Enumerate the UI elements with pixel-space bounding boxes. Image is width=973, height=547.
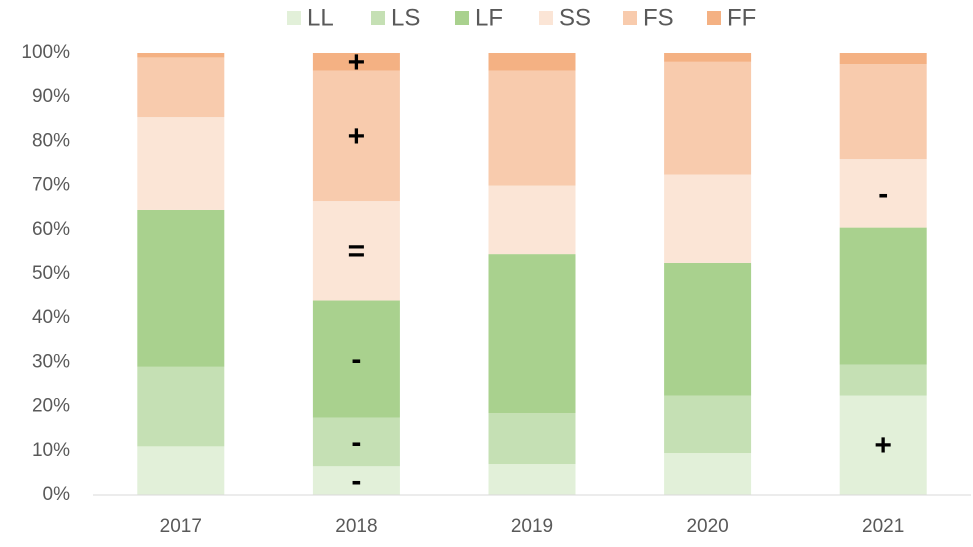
y-tick-label: 40%: [32, 307, 70, 328]
bar-segment: [664, 61, 752, 175]
bar-segment: [488, 413, 576, 465]
bar-segment: [312, 300, 400, 418]
bar-segment: [839, 159, 927, 228]
legend-swatch: [623, 11, 637, 25]
annotation: +: [348, 46, 366, 79]
legend-swatch: [287, 11, 301, 25]
x-tick-label: 2020: [686, 516, 728, 537]
bar-segment: [839, 227, 927, 365]
bar-segment: [488, 185, 576, 255]
bar-segment: [839, 364, 927, 396]
annotation: =: [348, 235, 366, 268]
x-tick-label: 2019: [511, 516, 553, 537]
bar-segment: [488, 53, 576, 71]
x-tick-label: 2021: [862, 516, 904, 537]
bar-segment: [488, 464, 576, 495]
legend-label: LS: [391, 4, 420, 31]
legend-label: LF: [475, 4, 503, 31]
legend-label: LL: [307, 4, 334, 31]
bar-segment: [137, 117, 225, 210]
x-tick-label: 2017: [160, 516, 202, 537]
annotation: -: [878, 177, 888, 210]
legend-label: FF: [727, 4, 756, 31]
y-tick-label: 60%: [32, 219, 70, 240]
bar-segment: [312, 417, 400, 467]
legend-swatch: [707, 11, 721, 25]
bar-segment: [137, 446, 225, 495]
annotation: +: [874, 429, 892, 462]
bar-segment: [312, 201, 400, 301]
x-tick-label: 2018: [335, 516, 377, 537]
legend-label: FS: [643, 4, 674, 31]
legend-swatch: [539, 11, 553, 25]
y-tick-label: 0%: [43, 484, 71, 505]
bar-segment: [312, 466, 400, 495]
bar-segment: [488, 70, 576, 186]
annotation: -: [351, 465, 361, 498]
bar-segment: [664, 453, 752, 495]
bar-segment: [312, 53, 400, 71]
legend-swatch: [455, 11, 469, 25]
bar-segment: [137, 53, 225, 58]
bar-segment: [839, 395, 927, 495]
legend-label: SS: [559, 4, 591, 31]
y-tick-label: 80%: [32, 130, 70, 151]
y-tick-label: 30%: [32, 351, 70, 372]
y-tick-label: 100%: [21, 42, 70, 63]
bar-segment: [664, 395, 752, 454]
annotation: -: [351, 343, 361, 376]
bar-segment: [839, 53, 927, 65]
y-tick-label: 70%: [32, 175, 70, 196]
bar-segment: [664, 53, 752, 62]
bar-segment: [664, 174, 752, 263]
bar-segment: [137, 57, 225, 118]
bar-segment: [312, 70, 400, 202]
legend-swatch: [371, 11, 385, 25]
annotation: -: [351, 426, 361, 459]
y-tick-label: 10%: [32, 440, 70, 461]
bar-segment: [664, 262, 752, 396]
y-tick-label: 90%: [32, 86, 70, 107]
bar-segment: [839, 64, 927, 160]
y-tick-label: 20%: [32, 396, 70, 417]
bar-segment: [137, 209, 225, 367]
y-tick-label: 50%: [32, 263, 70, 284]
bar-segment: [488, 254, 576, 414]
annotation: +: [348, 120, 366, 153]
bar-segment: [137, 366, 225, 447]
